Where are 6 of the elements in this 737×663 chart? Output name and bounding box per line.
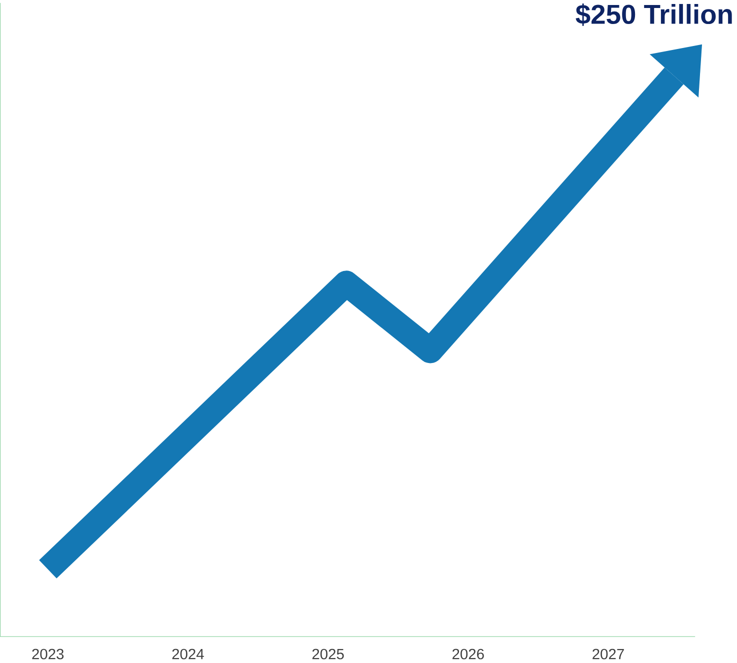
annotation: $250 Trillion [576, 4, 732, 26]
x-tick-label: 2024 [172, 648, 204, 660]
x-tick-label: 2026 [452, 648, 484, 660]
x-tick-label: 2027 [592, 648, 624, 660]
x-tick-label: 2025 [312, 648, 344, 660]
x-tick-label: 2023 [32, 648, 64, 660]
